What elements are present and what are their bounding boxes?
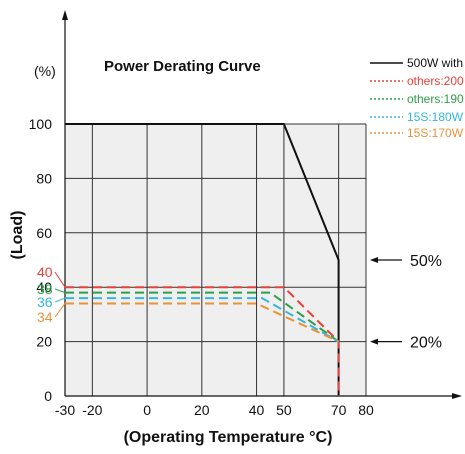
x-axis-title: (Operating Temperature °C) [124,429,333,446]
y-tick-label: 20 [36,334,52,350]
x-tick-label: 80 [358,402,374,418]
series-line-3 [65,297,340,343]
y-tick-label: 60 [36,225,52,241]
series-line-1 [65,286,340,396]
side-label-leader [54,297,66,303]
side-value-label: 38 [37,281,53,297]
series-line-4 [65,302,340,343]
legend-label: others:190 [407,92,464,106]
x-tick-label: 20 [194,402,210,418]
annotation-arrow-head [370,338,378,345]
y-axis-arrow [62,10,68,20]
legend-label: 15S:170W [407,126,464,140]
side-label-leader [54,303,66,318]
side-value-label: 34 [37,309,53,325]
x-tick-label: 0 [143,402,151,418]
y-tick-label: 0 [44,388,52,404]
x-tick-label: 40 [249,402,265,418]
x-tick-label: -20 [82,402,102,418]
chart-title: Power Derating Curve [104,58,261,75]
side-value-label: 40 [37,264,53,280]
side-value-label: 36 [37,294,53,310]
annotation-label: 20% [410,335,442,352]
x-tick-label: -30 [55,402,75,418]
x-tick-label: 50 [276,402,292,418]
plot-background [65,124,366,396]
legend-label: others:200 [407,74,464,88]
legend-label: 15S:180W [407,110,464,124]
y-axis-title: (Load) [9,211,26,260]
y-unit-label: (%) [34,63,56,79]
legend-label: 500W with [407,56,463,70]
y-tick-label: 80 [36,170,52,186]
x-axis-arrow [452,393,462,399]
annotation-label: 50% [410,253,442,270]
y-tick-label: 40 [36,279,52,295]
y-tick-label: 100 [29,116,53,132]
side-label-leader [54,288,66,294]
x-tick-label: 70 [331,402,347,418]
side-label-leader [54,271,66,288]
annotation-arrow-head [370,257,378,263]
